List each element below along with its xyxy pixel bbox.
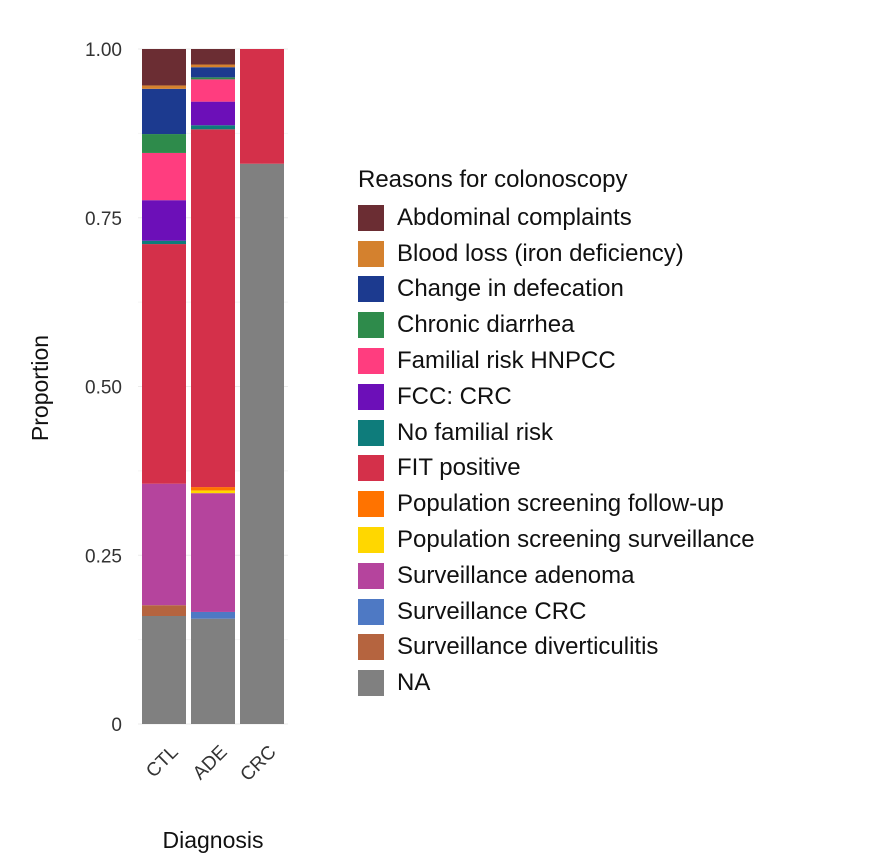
legend-key-no-familial-risk: [358, 419, 384, 446]
bar-segment-ade-abdominal-complaints: [191, 49, 235, 65]
legend-key-chronic-diarrhea: [358, 312, 384, 339]
bar-segment-ade-change-in-defecation: [191, 67, 235, 78]
legend-item-familial-risk-hnpcc: Familial risk HNPCC: [358, 343, 755, 379]
legend-item-change-in-defecation: Change in defecation: [358, 272, 755, 308]
legend-key-familial-risk-hnpcc: [358, 348, 384, 375]
legend-item-no-familial-risk: No familial risk: [358, 415, 755, 451]
legend-title: Reasons for colonoscopy: [358, 166, 628, 193]
bar-segment-ade-population-screening-surveillance: [191, 490, 235, 494]
legend-key-surveillance-adenoma: [358, 562, 384, 589]
legend: Reasons for colonoscopy Abdominal compla…: [358, 166, 755, 701]
bar-segment-ctl-chronic-diarrhea: [142, 134, 186, 153]
bar-segment-ade-fit-positive: [191, 129, 235, 488]
legend-label-familial-risk-hnpcc: Familial risk HNPCC: [397, 347, 616, 375]
bar-segment-ctl-surveillance-adenoma: [142, 483, 186, 606]
bar-stack-ctl: [142, 49, 186, 724]
legend-key-surveillance-crc: [358, 598, 384, 625]
legend-key-population-screening-surveillance: [358, 527, 384, 554]
bar-segment-ctl-change-in-defecation: [142, 88, 186, 135]
legend-label-change-in-defecation: Change in defecation: [397, 275, 624, 303]
legend-label-fit-positive: FIT positive: [397, 454, 521, 482]
legend-key-population-screening-follow-up: [358, 491, 384, 518]
x-tick-label-ade: ADE: [189, 742, 231, 784]
legend-item-blood-loss-iron-deficiency: Blood loss (iron deficiency): [358, 236, 755, 272]
legend-item-na: NA: [358, 665, 755, 701]
legend-label-surveillance-crc: Surveillance CRC: [397, 597, 587, 625]
legend-label-fcc-crc: FCC: CRC: [397, 382, 512, 410]
bar-segment-ade-familial-risk-hnpcc: [191, 79, 235, 102]
y-axis-ticks: 0 0.25 0.50 0.75 1.00: [85, 40, 122, 736]
legend-item-population-screening-follow-up: Population screening follow-up: [358, 486, 755, 522]
bar-segment-ade-surveillance-adenoma: [191, 493, 235, 612]
bar-stacks: [142, 49, 284, 724]
legend-key-fit-positive: [358, 455, 384, 482]
bar-segment-ctl-blood-loss-iron-deficiency: [142, 85, 186, 89]
legend-label-abdominal-complaints: Abdominal complaints: [397, 203, 632, 231]
bar-segment-ade-na: [191, 618, 235, 724]
x-tick-label-ctl: CTL: [142, 742, 182, 782]
legend-key-blood-loss-iron-deficiency: [358, 240, 384, 267]
bar-segment-ctl-surveillance-diverticulitis: [142, 605, 186, 616]
bar-segment-ade-surveillance-crc: [191, 611, 235, 619]
bar-segment-ade-fcc-crc: [191, 101, 235, 126]
y-tick-label: 1.00: [85, 40, 122, 61]
legend-label-na: NA: [397, 669, 431, 697]
bar-segment-ctl-familial-risk-hnpcc: [142, 152, 186, 201]
bar-segment-ade-blood-loss-iron-deficiency: [191, 64, 235, 68]
x-tick-label-crc: CRC: [237, 742, 281, 786]
x-axis-ticks: CTL ADE CRC: [142, 742, 280, 786]
bar-segment-ctl-fit-positive: [142, 244, 186, 484]
legend-label-surveillance-diverticulitis: Surveillance diverticulitis: [397, 633, 659, 661]
legend-item-fcc-crc: FCC: CRC: [358, 379, 755, 415]
bar-segment-crc-fit-positive: [240, 49, 284, 164]
legend-item-surveillance-crc: Surveillance CRC: [358, 594, 755, 630]
legend-label-surveillance-adenoma: Surveillance adenoma: [397, 561, 635, 589]
legend-item-population-screening-surveillance: Population screening surveillance: [358, 522, 755, 558]
legend-key-fcc-crc: [358, 383, 384, 410]
y-tick-label: 0.25: [85, 546, 122, 567]
legend-label-no-familial-risk: No familial risk: [397, 418, 554, 446]
bar-segment-ade-population-screening-follow-up: [191, 487, 235, 491]
bar-stack-crc: [240, 49, 284, 724]
y-tick-label: 0: [111, 715, 122, 736]
y-tick-label: 0.50: [85, 378, 122, 399]
bar-segment-crc-na: [240, 163, 284, 724]
legend-item-surveillance-diverticulitis: Surveillance diverticulitis: [358, 630, 755, 666]
legend-item-abdominal-complaints: Abdominal complaints: [358, 200, 755, 236]
x-axis-title: Diagnosis: [163, 827, 264, 853]
legend-label-chronic-diarrhea: Chronic diarrhea: [397, 311, 575, 339]
legend-item-fit-positive: FIT positive: [358, 451, 755, 487]
legend-key-surveillance-diverticulitis: [358, 634, 384, 661]
legend-key-abdominal-complaints: [358, 204, 384, 231]
bar-segment-ade-chronic-diarrhea: [191, 77, 235, 80]
bar-segment-ctl-abdominal-complaints: [142, 49, 186, 86]
bar-segment-ctl-na: [142, 616, 186, 724]
legend-items: Abdominal complaints Blood loss (iron def…: [358, 200, 755, 701]
legend-key-change-in-defecation: [358, 276, 384, 303]
legend-item-surveillance-adenoma: Surveillance adenoma: [358, 558, 755, 594]
y-axis-title: Proportion: [27, 335, 53, 441]
legend-label-blood-loss-iron-deficiency: Blood loss (iron deficiency): [397, 239, 684, 267]
bar-segment-ctl-fcc-crc: [142, 200, 186, 241]
bar-segment-ade-no-familial-risk: [191, 125, 235, 130]
bar-segment-ctl-no-familial-risk: [142, 240, 186, 245]
legend-label-population-screening-surveillance: Population screening surveillance: [397, 526, 755, 554]
y-tick-label: 0.75: [85, 209, 122, 230]
legend-key-na: [358, 670, 384, 697]
legend-label-population-screening-follow-up: Population screening follow-up: [397, 490, 724, 518]
bar-stack-ade: [191, 49, 235, 724]
legend-item-chronic-diarrhea: Chronic diarrhea: [358, 307, 755, 343]
